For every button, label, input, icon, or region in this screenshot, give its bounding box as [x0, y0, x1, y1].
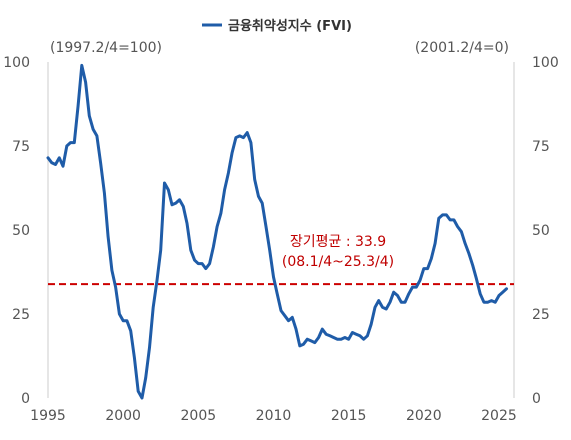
average-period-label: (08.1/4~25.3/4) — [282, 254, 394, 270]
right-y-tick-labels: 0 25 50 75 100 — [532, 55, 559, 407]
right-y-tick-0: 0 — [532, 391, 541, 407]
left-y-tick-25: 25 — [12, 307, 30, 323]
left-y-tick-labels: 0 25 50 75 100 — [3, 55, 30, 407]
right-y-tick-100: 100 — [532, 55, 559, 71]
x-tick-2025: 2025 — [481, 408, 517, 424]
left-y-tick-100: 100 — [3, 55, 30, 71]
left-y-tick-50: 50 — [12, 223, 30, 239]
right-y-tick-50: 50 — [532, 223, 550, 239]
x-tick-2010: 2010 — [256, 408, 292, 424]
left-y-tick-75: 75 — [12, 139, 30, 155]
right-y-tick-75: 75 — [532, 139, 550, 155]
x-tick-2000: 2000 — [105, 408, 141, 424]
right-axis-base-note: (2001.2/4=0) — [415, 40, 509, 56]
right-y-tick-25: 25 — [532, 307, 550, 323]
x-tick-labels: 1995 2000 2005 2010 2015 2020 2025 — [30, 408, 517, 424]
average-label: 장기평균 : 33.9 — [290, 234, 386, 250]
left-y-tick-0: 0 — [21, 391, 30, 407]
fvi-series-line — [46, 63, 508, 400]
legend: 금융취약성지수 (FVI) — [202, 18, 352, 34]
x-tick-2015: 2015 — [331, 408, 367, 424]
x-tick-1995: 1995 — [30, 408, 66, 424]
x-tick-2005: 2005 — [181, 408, 217, 424]
legend-label: 금융취약성지수 (FVI) — [228, 18, 352, 34]
x-tick-2020: 2020 — [406, 408, 442, 424]
left-axis-base-note: (1997.2/4=100) — [50, 40, 162, 56]
